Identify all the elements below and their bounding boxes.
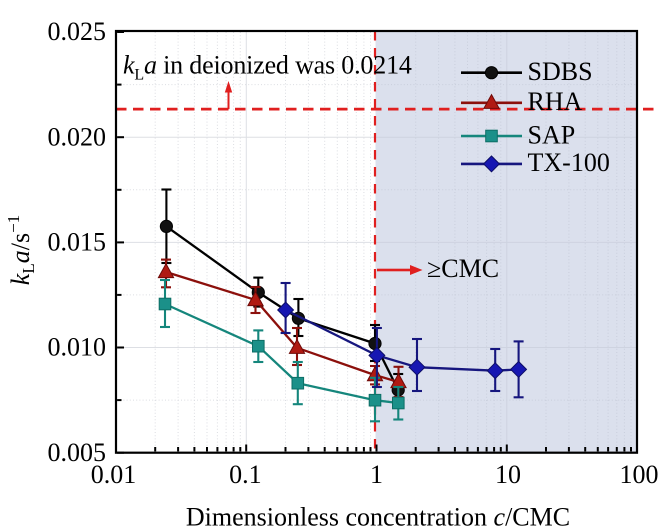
svg-text:RHA: RHA: [528, 87, 583, 116]
svg-text:0.010: 0.010: [48, 333, 107, 362]
svg-text:0.1: 0.1: [229, 460, 262, 489]
svg-text:kLa in deionized was 0.0214: kLa in deionized was 0.0214: [123, 50, 412, 83]
svg-text:SAP: SAP: [528, 120, 576, 149]
svg-text:TX-100: TX-100: [528, 148, 610, 177]
svg-text:0.025: 0.025: [48, 17, 107, 46]
svg-text:0.005: 0.005: [48, 438, 107, 467]
svg-text:≥CMC: ≥CMC: [427, 254, 499, 283]
svg-text:0.01: 0.01: [91, 460, 137, 489]
svg-text:0.020: 0.020: [48, 122, 107, 151]
svg-text:0.015: 0.015: [48, 228, 107, 257]
svg-text:100: 100: [620, 460, 659, 489]
svg-text:10: 10: [495, 460, 521, 489]
svg-text:SDBS: SDBS: [528, 57, 593, 86]
svg-text:1: 1: [370, 460, 383, 489]
svg-text:Dimensionless concentration c/: Dimensionless concentration c/CMC: [186, 503, 570, 531]
